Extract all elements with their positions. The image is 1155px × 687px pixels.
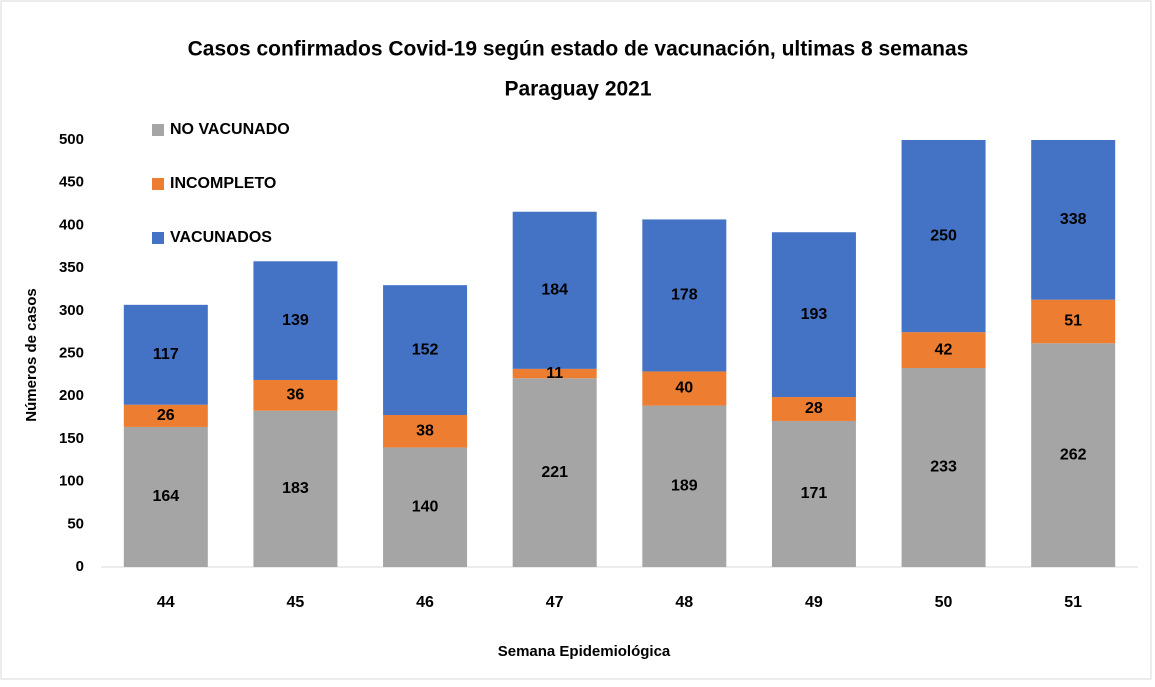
bar-segment bbox=[1031, 343, 1116, 567]
data-label: 183 bbox=[282, 480, 309, 497]
legend-swatch bbox=[152, 232, 164, 244]
bar-segment bbox=[1031, 299, 1116, 344]
y-axis-label: Números de casos bbox=[23, 288, 40, 421]
bar-segment bbox=[771, 420, 856, 567]
y-tick-label: 350 bbox=[59, 259, 84, 276]
data-label: 193 bbox=[801, 306, 828, 323]
bar-segment bbox=[253, 379, 338, 411]
legend-label: VACUNADOS bbox=[170, 229, 272, 246]
data-label: 189 bbox=[671, 478, 698, 495]
chart-title: Casos confirmados Covid-19 según estado … bbox=[188, 38, 969, 61]
x-tick-label: 45 bbox=[287, 594, 305, 611]
data-label: 184 bbox=[541, 282, 568, 299]
chart-subtitle: Paraguay 2021 bbox=[504, 78, 651, 101]
data-label: 233 bbox=[930, 459, 957, 476]
x-tick-label: 47 bbox=[546, 594, 564, 611]
plot-area bbox=[123, 140, 1116, 567]
data-label: 11 bbox=[546, 365, 563, 382]
bar-segment bbox=[901, 140, 986, 333]
bar-segment bbox=[901, 332, 986, 369]
bar-segment bbox=[383, 285, 468, 415]
bar-segment bbox=[512, 211, 597, 369]
legend-label: INCOMPLETO bbox=[170, 175, 276, 192]
bar-segment bbox=[123, 304, 208, 405]
bar-segment bbox=[123, 404, 208, 427]
data-label: 250 bbox=[930, 227, 957, 244]
x-tick-label: 50 bbox=[935, 594, 953, 611]
data-label: 139 bbox=[282, 312, 309, 329]
bar-segment bbox=[123, 426, 208, 567]
x-tick-label: 46 bbox=[416, 594, 434, 611]
data-label: 40 bbox=[675, 380, 693, 397]
bar-segment bbox=[642, 405, 727, 567]
bar-segment bbox=[1031, 140, 1116, 300]
legend-swatch bbox=[152, 178, 164, 190]
bar-segment bbox=[253, 261, 338, 380]
data-label: 140 bbox=[412, 498, 439, 515]
x-axis-label: Semana Epidemiológica bbox=[498, 643, 671, 660]
legend-label: NO VACUNADO bbox=[170, 121, 290, 138]
y-tick-label: 450 bbox=[59, 174, 84, 191]
bar-segment bbox=[253, 410, 338, 567]
bar-segment bbox=[383, 414, 468, 448]
x-tick-label: 49 bbox=[805, 594, 823, 611]
y-tick-label: 150 bbox=[59, 430, 84, 447]
y-tick-label: 200 bbox=[59, 387, 84, 404]
bar-segment bbox=[512, 378, 597, 567]
data-label: 152 bbox=[412, 341, 439, 358]
data-label: 164 bbox=[152, 488, 179, 505]
bar-segment bbox=[383, 447, 468, 567]
y-tick-label: 100 bbox=[59, 473, 84, 490]
y-tick-label: 0 bbox=[76, 558, 84, 575]
x-tick-label: 48 bbox=[675, 594, 693, 611]
y-tick-label: 250 bbox=[59, 344, 84, 361]
bar-segment bbox=[642, 371, 727, 406]
x-tick-label: 51 bbox=[1064, 594, 1082, 611]
data-label: 38 bbox=[416, 422, 434, 439]
data-label: 338 bbox=[1060, 211, 1087, 228]
data-label: 42 bbox=[935, 341, 953, 358]
data-label: 171 bbox=[801, 485, 828, 502]
data-label: 221 bbox=[541, 464, 568, 481]
data-label: 51 bbox=[1064, 313, 1082, 330]
data-label: 117 bbox=[153, 346, 179, 363]
data-label: 262 bbox=[1060, 446, 1087, 463]
data-label: 36 bbox=[287, 387, 305, 404]
bar-segment bbox=[642, 219, 727, 372]
bar-segment bbox=[771, 232, 856, 398]
bar-segment bbox=[771, 397, 856, 421]
data-label: 26 bbox=[157, 407, 175, 424]
data-label: 28 bbox=[805, 400, 823, 417]
x-tick-label: 44 bbox=[157, 594, 175, 611]
y-tick-label: 500 bbox=[59, 131, 84, 148]
bar-segment bbox=[901, 368, 986, 567]
y-tick-label: 400 bbox=[59, 216, 84, 233]
legend-swatch bbox=[152, 124, 164, 136]
y-tick-label: 50 bbox=[67, 515, 84, 532]
y-tick-label: 300 bbox=[59, 302, 84, 319]
bar-segment bbox=[512, 368, 597, 379]
data-label: 178 bbox=[671, 287, 698, 304]
